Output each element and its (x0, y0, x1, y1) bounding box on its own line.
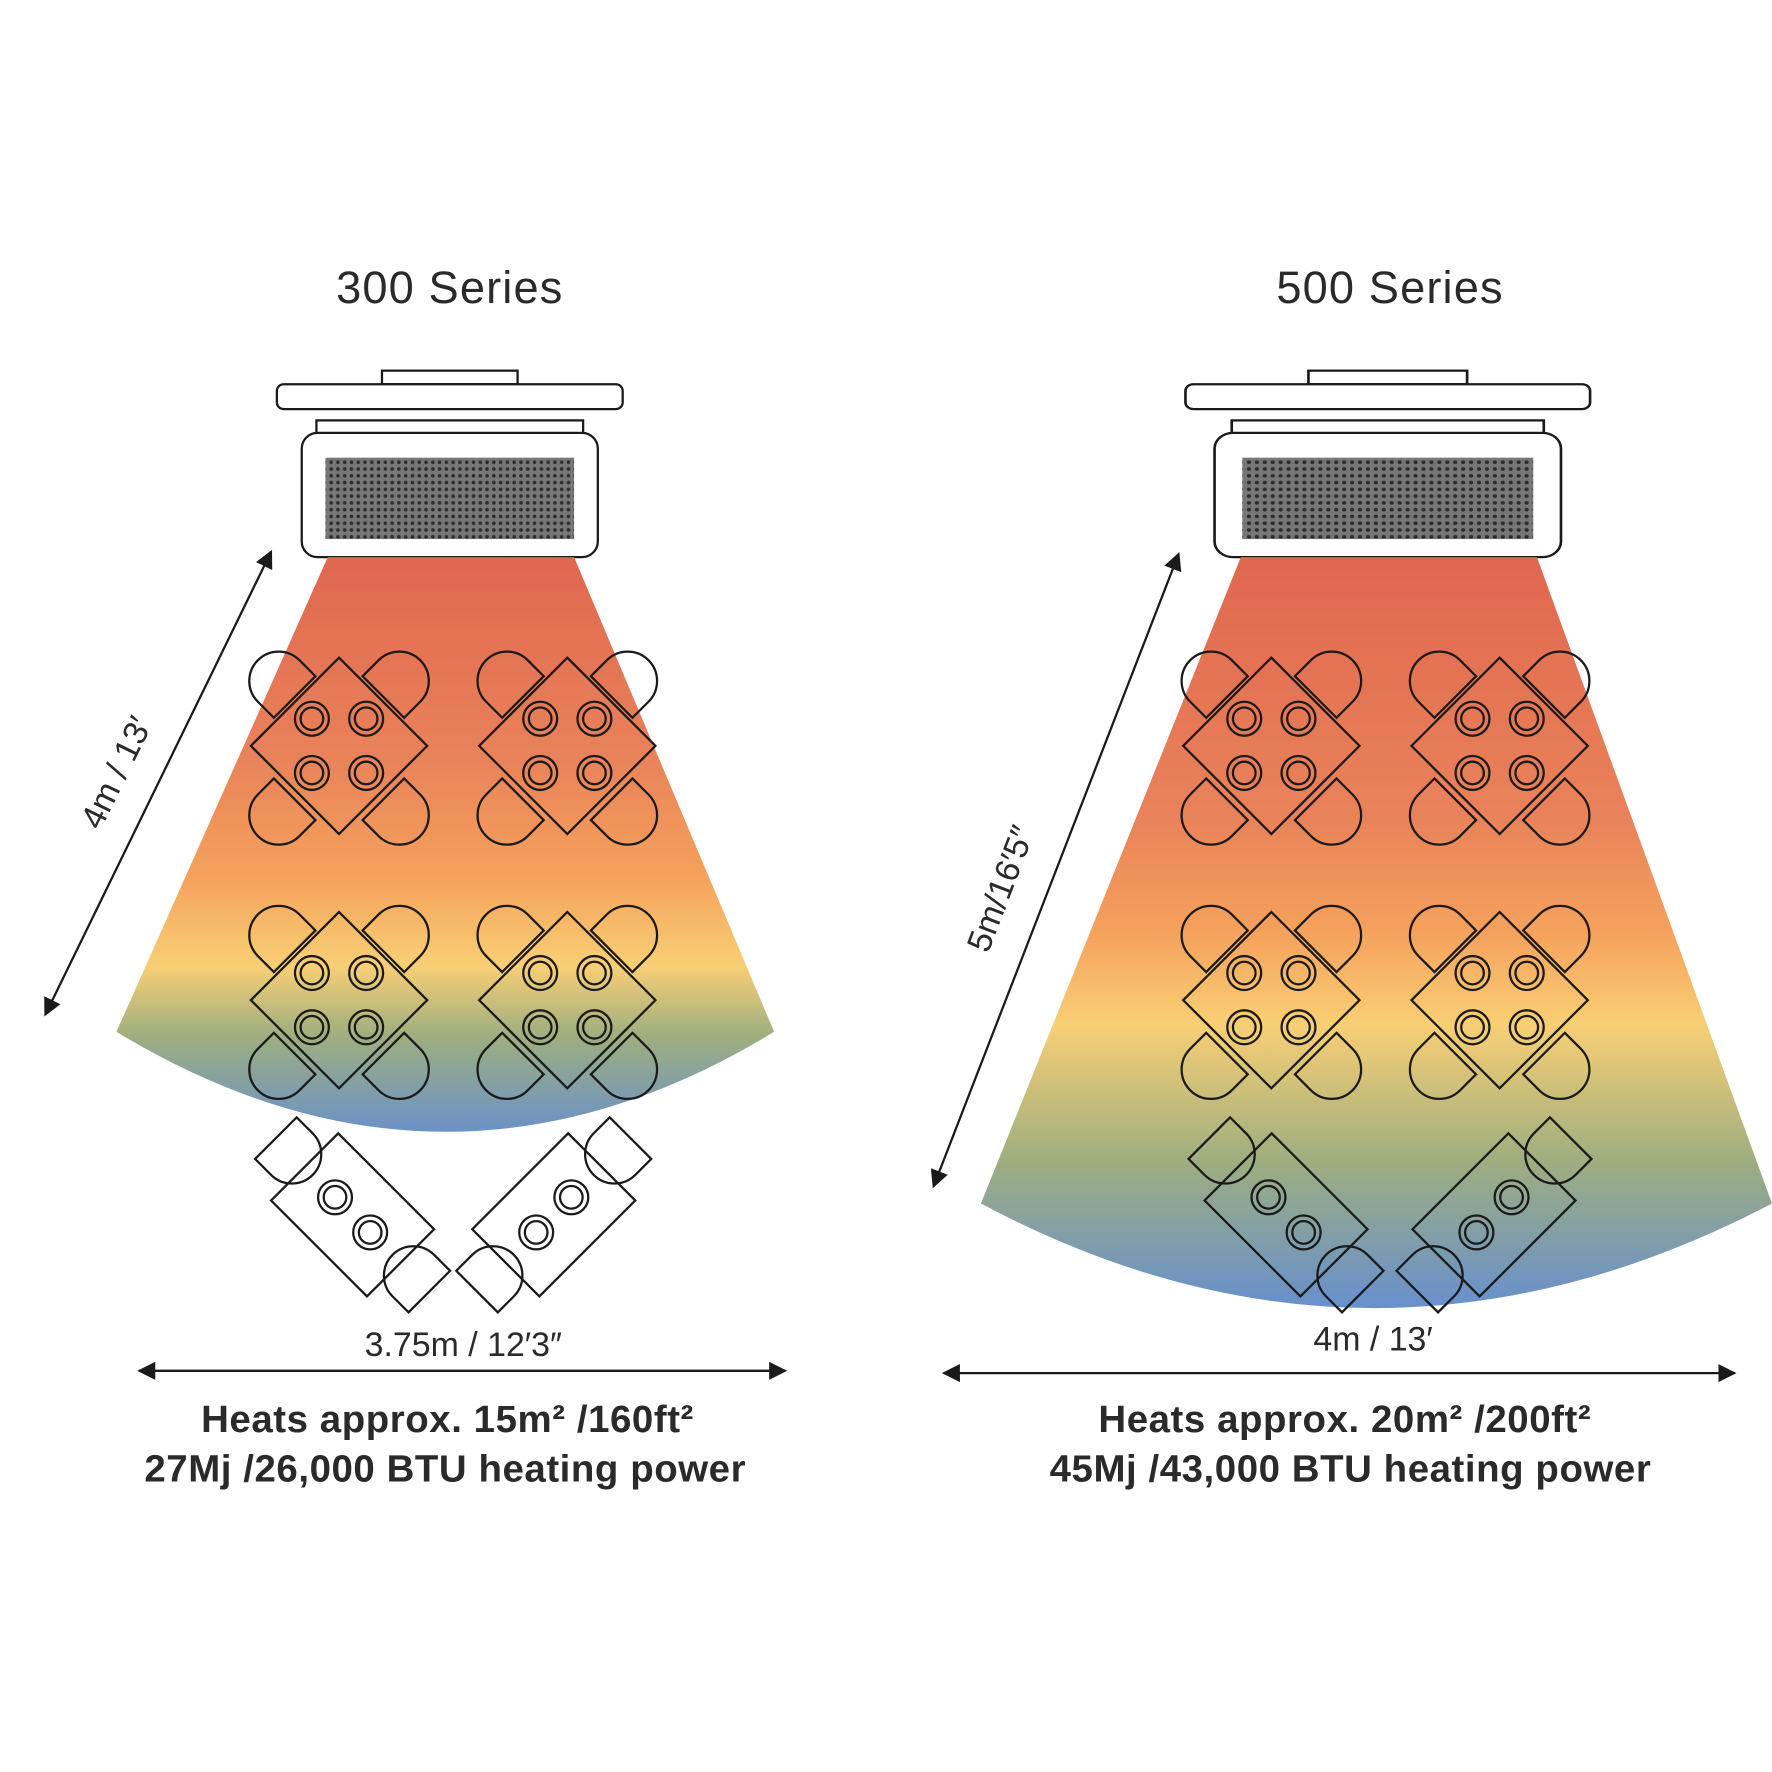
power-line: 45Mj /43,000 BTU heating power (1050, 1448, 1652, 1491)
panel-title: 500 Series (1276, 262, 1503, 313)
area-line: Heats approx. 20m² /200ft² (1098, 1398, 1591, 1441)
depth-label: 4m / 13′ (73, 711, 159, 835)
depth-arrow (930, 552, 1182, 1189)
area-line: Heats approx. 15m² /160ft² (201, 1398, 694, 1441)
panel-500: 500 Series 5m/16′5″ 4m / 13′ Heats appro… (930, 262, 1772, 1491)
width-label: 4m / 13′ (1313, 1320, 1432, 1358)
panel-300: 300 Series 4m / 13′ 3.75m / 12′3″ Heats … (44, 262, 788, 1491)
width-label: 3.75m / 12′3″ (365, 1326, 562, 1364)
heater-icon (1184, 369, 1592, 559)
heater-icon (275, 369, 624, 559)
heat-zone (980, 557, 1772, 1309)
power-line: 27Mj /26,000 BTU heating power (144, 1448, 746, 1491)
heat-zone (116, 557, 775, 1132)
panel-title: 300 Series (336, 262, 563, 313)
depth-arrow (44, 549, 273, 1017)
